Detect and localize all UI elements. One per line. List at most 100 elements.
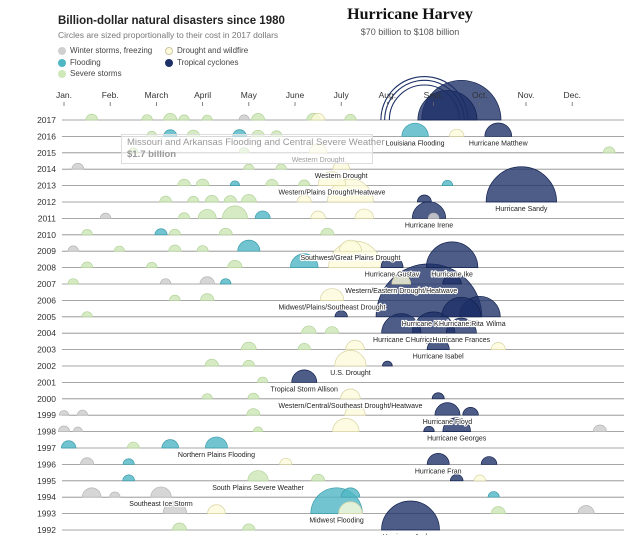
bubble-drought-1999-34[interactable]: [344, 404, 366, 416]
bubble-cyclone-1992-4[interactable]: [381, 500, 440, 531]
bubble-drought-1996-95[interactable]: [279, 458, 293, 465]
bubble-cyclone-2004-15[interactable]: [445, 317, 477, 334]
bubble-winter-1994-42[interactable]: [82, 487, 102, 498]
bubble-winter-2011-119[interactable]: [427, 212, 440, 219]
bubble-severe-2017-131[interactable]: [178, 114, 190, 121]
bubble-winter-1998-113[interactable]: [58, 425, 70, 432]
bubble-drought-2002-14[interactable]: [334, 350, 367, 367]
bubble-severe-2017-96[interactable]: [85, 113, 98, 121]
bubble-severe-2002-69[interactable]: [204, 358, 219, 367]
bubble-severe-2000-138[interactable]: [201, 393, 213, 400]
bubble-winter-2007-58[interactable]: [199, 276, 215, 285]
bubble-drought-2006-25[interactable]: [319, 288, 345, 301]
bubble-cyclone-2012-62[interactable]: [417, 194, 432, 203]
bubble-severe-2012-99[interactable]: [159, 195, 172, 203]
bubble-cyclone-1999-50[interactable]: [462, 407, 479, 416]
bubble-cyclone-2012-2[interactable]: [485, 166, 557, 203]
bubble-severe-2012-85[interactable]: [223, 195, 238, 203]
bubble-severe-2010-121[interactable]: [81, 229, 93, 236]
bubble-severe-1992-92[interactable]: [242, 523, 256, 531]
bubble-flood-2011-53[interactable]: [254, 210, 271, 219]
bubble-severe-1995-81[interactable]: [311, 473, 326, 482]
bubble-flood-1996-114[interactable]: [122, 458, 135, 465]
bubble-flood-1997-48[interactable]: [161, 439, 179, 449]
bubble-drought-2000-37[interactable]: [340, 388, 361, 400]
bubble-winter-2014-98[interactable]: [71, 162, 85, 170]
bubble-flood-2007-125[interactable]: [220, 278, 232, 285]
bubble-severe-1992-65[interactable]: [172, 522, 187, 531]
bubble-severe-2013-88[interactable]: [265, 179, 279, 186]
bubble-drought-1998-21[interactable]: [332, 418, 360, 432]
bubble-cyclone-2005-11[interactable]: [441, 297, 482, 318]
bubble-cyclone-2001-23[interactable]: [291, 369, 318, 383]
bubble-severe-2011-108[interactable]: [178, 212, 191, 219]
bubble-winter-2007-124[interactable]: [159, 278, 172, 285]
bubble-severe-2010-109[interactable]: [168, 228, 181, 236]
bubble-severe-2009-136[interactable]: [113, 245, 125, 252]
bubble-severe-2012-52[interactable]: [240, 194, 257, 203]
bubble-flood-2008-17[interactable]: [290, 253, 319, 268]
bubble-winter-1998-79[interactable]: [592, 424, 607, 432]
bubble-winter-1999-139[interactable]: [77, 409, 88, 416]
bubble-severe-2010-76[interactable]: [320, 227, 335, 236]
bubble-cyclone-2005-90[interactable]: [334, 310, 348, 318]
bubble-severe-2017-71[interactable]: [251, 113, 266, 121]
bubble-flood-2016-20[interactable]: [401, 122, 429, 137]
bubble-flood-2013-143[interactable]: [229, 180, 241, 186]
bubble-severe-1997-100[interactable]: [127, 441, 140, 449]
bubble-drought-1993-46[interactable]: [207, 504, 226, 514]
bubble-winter-2011-120[interactable]: [99, 212, 112, 219]
bubble-drought-1993-26[interactable]: [338, 501, 363, 514]
bubble-severe-2000-112[interactable]: [247, 392, 260, 400]
bubble-cyclone-2004-12[interactable]: [381, 313, 422, 334]
bubble-drought-2007-39[interactable]: [391, 274, 411, 285]
bubble-flood-1994-43[interactable]: [340, 487, 361, 498]
bubble-severe-2005-137[interactable]: [81, 311, 93, 318]
bubble-severe-2004-77[interactable]: [324, 326, 339, 334]
bubble-severe-2017-116[interactable]: [141, 114, 153, 121]
bubble-winter-2017-132[interactable]: [238, 114, 250, 121]
bubble-cyclone-1998-18[interactable]: [442, 417, 471, 432]
bubble-flood-2009-29[interactable]: [237, 239, 261, 252]
bubble-drought-2012-63[interactable]: [296, 194, 312, 203]
bubble-cyclone-2002-142[interactable]: [382, 360, 393, 367]
bubble-severe-2002-102[interactable]: [242, 360, 255, 367]
bubble-drought-2009-28[interactable]: [339, 239, 362, 252]
bubble-cyclone-2008-6[interactable]: [425, 241, 479, 268]
bubble-winter-2009-122[interactable]: [67, 245, 79, 252]
bubble-winter-1998-146[interactable]: [72, 426, 83, 432]
bubble-flood-1997-32[interactable]: [205, 436, 228, 449]
bubble-winter-1999-144[interactable]: [58, 410, 70, 416]
bubble-drought-2016-55[interactable]: [449, 128, 465, 137]
bubble-severe-2011-44[interactable]: [197, 209, 217, 219]
bubble-winter-1994-36[interactable]: [150, 486, 172, 498]
bubble-flood-1994-115[interactable]: [487, 491, 500, 498]
bubble-severe-2012-107[interactable]: [187, 196, 200, 203]
bubble-severe-1993-64[interactable]: [490, 506, 506, 514]
bubble-winter-1994-130[interactable]: [109, 491, 121, 498]
bubble-severe-2008-111[interactable]: [81, 261, 94, 268]
bubble-cyclone-1998-129[interactable]: [423, 426, 435, 432]
bubble-severe-2014-135[interactable]: [243, 163, 255, 170]
bubble-winter-1993-27[interactable]: [162, 501, 188, 514]
bubble-severe-2004-59[interactable]: [301, 325, 317, 334]
bubble-severe-2015-97[interactable]: [602, 146, 616, 154]
bubble-cyclone-2003-31[interactable]: [426, 338, 450, 350]
bubble-winter-1993-49[interactable]: [577, 505, 595, 514]
bubble-severe-2011-22[interactable]: [222, 205, 248, 219]
bubble-flood-2013-118[interactable]: [441, 180, 454, 186]
bubble-severe-2003-91[interactable]: [297, 343, 311, 350]
bubble-cyclone-2007-40[interactable]: [442, 274, 462, 285]
bubble-severe-1999-78[interactable]: [246, 408, 261, 416]
bubble-cyclone-2000-94[interactable]: [431, 392, 445, 400]
bubble-cyclone-1996-33[interactable]: [426, 453, 450, 465]
bubble-drought-2003-41[interactable]: [345, 339, 365, 350]
bubble-severe-2008-57[interactable]: [227, 260, 243, 268]
bubble-cyclone-1995-86[interactable]: [450, 474, 464, 482]
bubble-severe-2013-82[interactable]: [195, 178, 210, 186]
bubble-severe-2013-106[interactable]: [298, 179, 311, 186]
bubble-cyclone-2008-30[interactable]: [380, 256, 404, 268]
bubble-severe-2009-110[interactable]: [196, 245, 209, 252]
bubble-severe-2006-68[interactable]: [200, 293, 215, 301]
bubble-severe-2009-89[interactable]: [168, 244, 182, 252]
